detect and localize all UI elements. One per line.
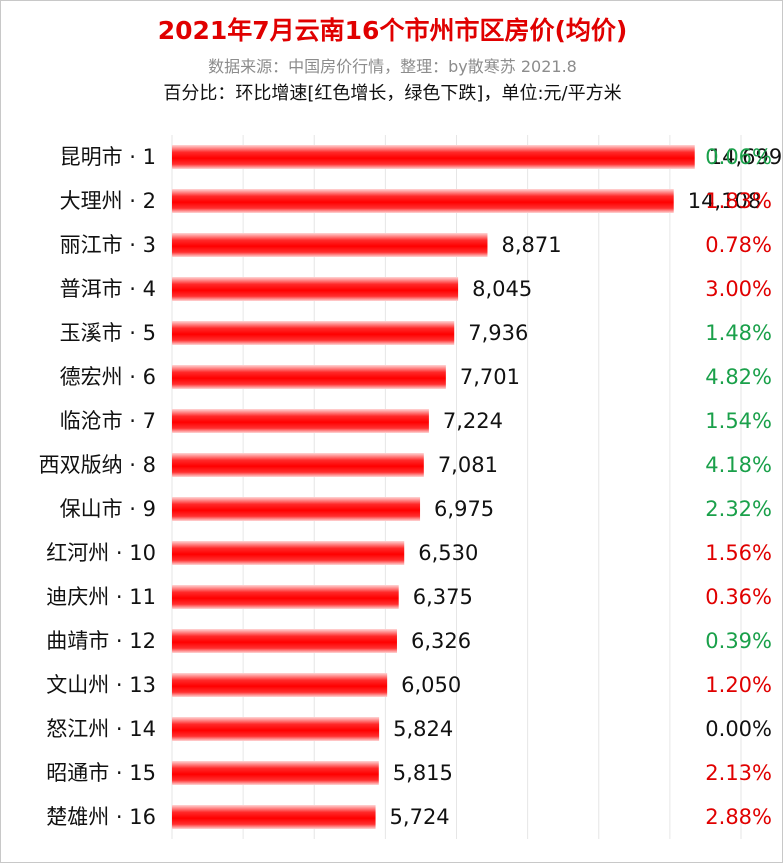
value-label: 5,724 [390,805,450,829]
change-label: 4.18% [705,453,772,477]
value-label: 6,530 [418,541,478,565]
change-label: 2.32% [705,497,772,521]
category-label: 迪庆州 · 11 [46,585,156,609]
category-label: 临沧市 · 7 [60,409,156,433]
value-label: 8,871 [501,233,561,257]
change-label: 1.20% [705,673,772,697]
bar [172,365,446,389]
value-label: 14,699 [709,145,782,169]
change-label: 2.88% [705,805,772,829]
change-label: 2.13% [705,761,772,785]
category-label: 西双版纳 · 8 [39,453,156,477]
change-label: 0.39% [705,629,772,653]
value-label: 6,050 [401,673,461,697]
value-label: 6,975 [434,497,494,521]
bar [172,321,455,345]
bar [172,717,380,741]
change-label: 0.78% [705,233,772,257]
category-label: 红河州 · 10 [46,541,156,565]
chart-source: 数据来源：中国房价行情，整理：by散寒苏 2021.8 [208,57,577,76]
change-label: 0.00% [705,717,772,741]
bar [172,453,424,477]
bar [172,673,388,697]
bar [172,233,488,257]
bar [172,629,397,653]
bar [172,409,429,433]
bar [172,145,695,169]
bar [172,805,376,829]
value-label: 6,326 [411,629,471,653]
category-label: 丽江市 · 3 [60,233,156,257]
category-label: 曲靖市 · 12 [46,629,156,653]
value-label: 8,045 [472,277,532,301]
value-label: 6,375 [413,585,473,609]
category-label: 保山市 · 9 [60,497,156,521]
value-label: 7,224 [443,409,503,433]
bar [172,541,405,565]
bar [172,761,379,785]
change-label: 0.36% [705,585,772,609]
value-label: 5,815 [393,761,453,785]
category-label: 昭通市 · 15 [46,761,156,785]
bar [172,277,459,301]
change-label: 4.82% [705,365,772,389]
category-label: 玉溪市 · 5 [60,321,156,345]
change-label: 3.00% [705,277,772,301]
bar [172,585,399,609]
bar [172,497,421,521]
category-label: 大理州 · 2 [60,189,156,213]
category-label: 昆明市 · 1 [60,145,156,169]
change-label: 1.54% [705,409,772,433]
value-label: 14,108 [688,189,761,213]
change-label: 1.83% [705,189,772,213]
category-label: 楚雄州 · 16 [46,805,156,829]
category-label: 普洱市 · 4 [60,277,156,301]
value-label: 7,081 [438,453,498,477]
change-label: 0.06% [705,145,772,169]
chart-note: 百分比：环比增速[红色增长，绿色下跌]，单位:元/平方米 [163,83,622,104]
category-label: 文山州 · 13 [46,673,156,697]
category-label: 德宏州 · 6 [60,365,156,389]
change-label: 1.56% [705,541,772,565]
bar [172,189,674,213]
category-label: 怒江州 · 14 [46,717,156,741]
bars [172,145,695,829]
change-label: 1.48% [705,321,772,345]
value-label: 7,936 [468,321,528,345]
chart-title: 2021年7月云南16个市州市区房价(均价) [157,16,628,45]
value-label: 7,701 [460,365,520,389]
value-label: 5,824 [393,717,453,741]
